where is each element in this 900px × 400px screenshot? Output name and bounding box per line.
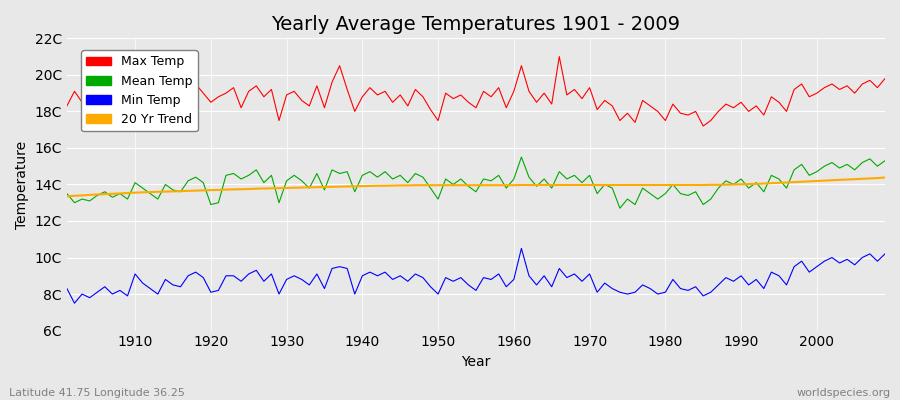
Y-axis label: Temperature: Temperature [15, 140, 29, 228]
Title: Yearly Average Temperatures 1901 - 2009: Yearly Average Temperatures 1901 - 2009 [272, 15, 680, 34]
Text: Latitude 41.75 Longitude 36.25: Latitude 41.75 Longitude 36.25 [9, 388, 184, 398]
Text: worldspecies.org: worldspecies.org [796, 388, 891, 398]
X-axis label: Year: Year [462, 355, 490, 369]
Legend: Max Temp, Mean Temp, Min Temp, 20 Yr Trend: Max Temp, Mean Temp, Min Temp, 20 Yr Tre… [81, 50, 198, 131]
